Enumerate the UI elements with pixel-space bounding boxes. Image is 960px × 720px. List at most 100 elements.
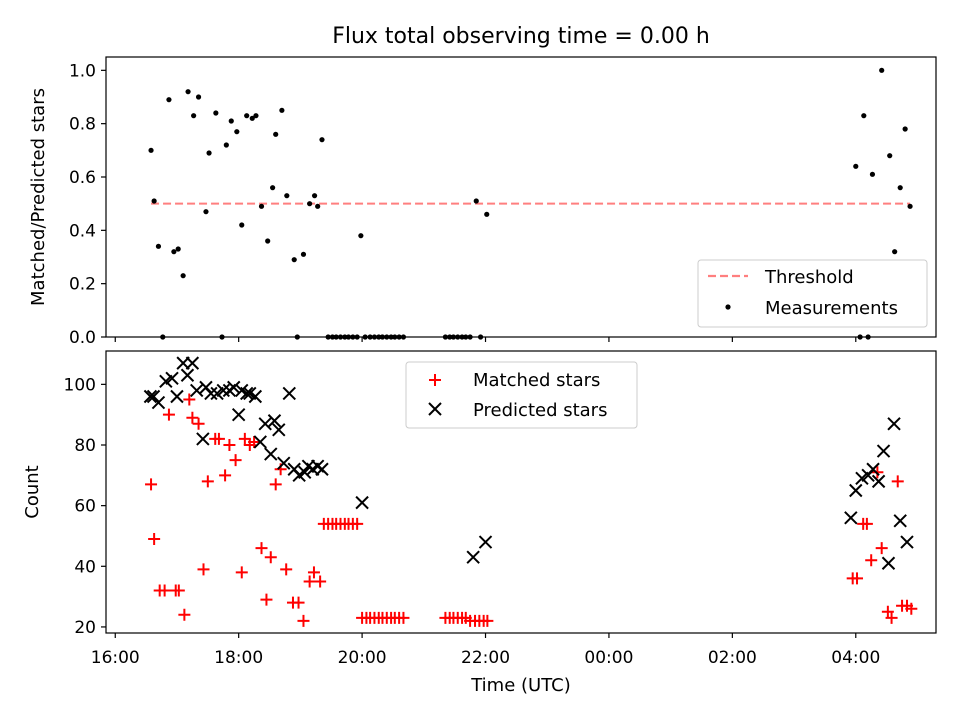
bot-y-tick-label: 80 xyxy=(74,436,96,456)
legend-matched-label: Matched stars xyxy=(473,370,600,391)
predicted-star-point xyxy=(165,371,179,385)
measurement-point xyxy=(311,193,318,199)
measurement-point xyxy=(239,222,245,228)
legend-predicted-label: Predicted stars xyxy=(473,400,607,421)
predicted-star-point xyxy=(227,380,241,395)
bot-y-tick-label: 20 xyxy=(74,618,96,638)
measurement-point xyxy=(879,67,885,73)
predicted-star-point xyxy=(844,511,858,525)
bottom-panel: 20 40 60 80 100 16:00 18:00 20:00 22:00 00:00 02:… xyxy=(22,350,937,696)
matched-star-point xyxy=(397,611,410,624)
measurement-point xyxy=(892,249,898,255)
matched-star-point xyxy=(481,614,494,627)
matched-star-point xyxy=(885,611,898,624)
matched-star-point xyxy=(905,602,918,615)
matched-star-point xyxy=(186,411,199,424)
legend-threshold-label: Threshold xyxy=(764,267,854,288)
measurement-point xyxy=(244,113,250,119)
matched-star-point xyxy=(255,542,268,555)
measurement-point xyxy=(206,150,212,156)
measurement-point xyxy=(234,129,240,135)
matched-star-point xyxy=(192,417,205,430)
measurement-point xyxy=(155,243,162,249)
legend-measurements-swatch xyxy=(725,304,731,310)
measurement-point xyxy=(185,89,191,95)
matched-star-point xyxy=(212,432,225,445)
x-tick-label: 02:00 xyxy=(708,648,757,668)
predicted-star-point xyxy=(196,432,210,446)
x-tick-label: 00:00 xyxy=(584,648,633,668)
matched-star-point xyxy=(172,584,185,597)
predicted-star-point xyxy=(258,417,272,431)
bot-y-tick-label: 100 xyxy=(64,375,96,395)
measurement-point xyxy=(358,233,364,239)
measurement-point xyxy=(853,163,859,169)
bottom-y-ticks: 20 40 60 80 100 xyxy=(64,375,106,638)
x-tick-label: 18:00 xyxy=(214,648,263,668)
measurement-point xyxy=(319,137,325,143)
top-y-tick-label: 0.6 xyxy=(69,168,96,188)
bot-y-tick-label: 40 xyxy=(74,557,96,577)
x-tick-label: 20:00 xyxy=(338,648,387,668)
measurement-point xyxy=(907,203,913,209)
top-x-ticks xyxy=(114,337,857,342)
predicted-star-point xyxy=(881,556,896,570)
x-tick-label: 22:00 xyxy=(461,648,510,668)
predicted-star-point xyxy=(893,514,907,528)
top-legend-box xyxy=(697,259,928,328)
predicted-star-point xyxy=(466,550,480,564)
measurement-point xyxy=(897,185,903,191)
measurement-point xyxy=(253,113,259,119)
measurement-point xyxy=(180,273,186,279)
predicted-star-point xyxy=(355,495,369,510)
x-axis-label: Time (UTC) xyxy=(470,675,571,696)
top-y-tick-label: 0.2 xyxy=(69,275,96,295)
matched-star-point xyxy=(158,584,171,597)
measurement-point xyxy=(315,203,321,209)
measurement-point xyxy=(203,209,209,215)
matched-star-point xyxy=(351,517,364,530)
predicted-star-point xyxy=(180,368,195,382)
matched-star-point xyxy=(851,572,864,585)
matched-star-point xyxy=(148,533,161,545)
measurement-point xyxy=(148,147,154,153)
x-tick-label: 16:00 xyxy=(91,648,140,668)
top-legend: Threshold Measurements xyxy=(697,259,928,328)
bottom-legend-box xyxy=(405,361,638,429)
measurement-point xyxy=(902,126,908,132)
matched-star-point xyxy=(891,475,904,488)
matched-star-point xyxy=(307,566,320,579)
bottom-x-ticks: 16:00 18:00 20:00 22:00 00:00 02:00 04:00 xyxy=(91,633,880,668)
bottom-axes-frame xyxy=(105,350,937,634)
predicted-star-point xyxy=(876,444,891,458)
matched-star-point xyxy=(865,554,878,567)
measurement-point xyxy=(284,193,290,199)
predicted-star-point xyxy=(185,356,200,370)
measurement-point xyxy=(166,97,172,103)
matched-star-point xyxy=(248,435,261,448)
predicted-star-point xyxy=(248,389,263,404)
figure-title: Flux total observing time = 0.00 h xyxy=(332,24,710,49)
matched-star-point xyxy=(881,605,894,618)
matched-star-point xyxy=(145,478,158,491)
predicted-star-point xyxy=(871,474,886,489)
top-y-ticks: 0.0 0.2 0.4 0.6 0.8 1.0 xyxy=(69,61,106,348)
measurement-point xyxy=(300,251,307,257)
matched-star-point xyxy=(280,563,293,576)
measurement-point xyxy=(273,131,279,137)
matched-star-point xyxy=(875,542,888,555)
measurement-point xyxy=(291,257,297,263)
measurement-point xyxy=(270,185,276,191)
predicted-star-point xyxy=(170,389,184,404)
predicted-star-point xyxy=(315,462,329,476)
measurement-point xyxy=(861,113,867,119)
predicted-star-point xyxy=(297,465,312,479)
predicted-star-point xyxy=(267,414,282,428)
top-y-tick-label: 0.8 xyxy=(69,115,96,135)
predicted-star-point xyxy=(272,423,286,437)
matched-star-point xyxy=(223,439,236,451)
predicted-star-point xyxy=(231,407,246,422)
measurement-point xyxy=(887,153,893,159)
legend-predicted-swatch xyxy=(428,402,442,416)
measurement-point xyxy=(191,113,197,119)
